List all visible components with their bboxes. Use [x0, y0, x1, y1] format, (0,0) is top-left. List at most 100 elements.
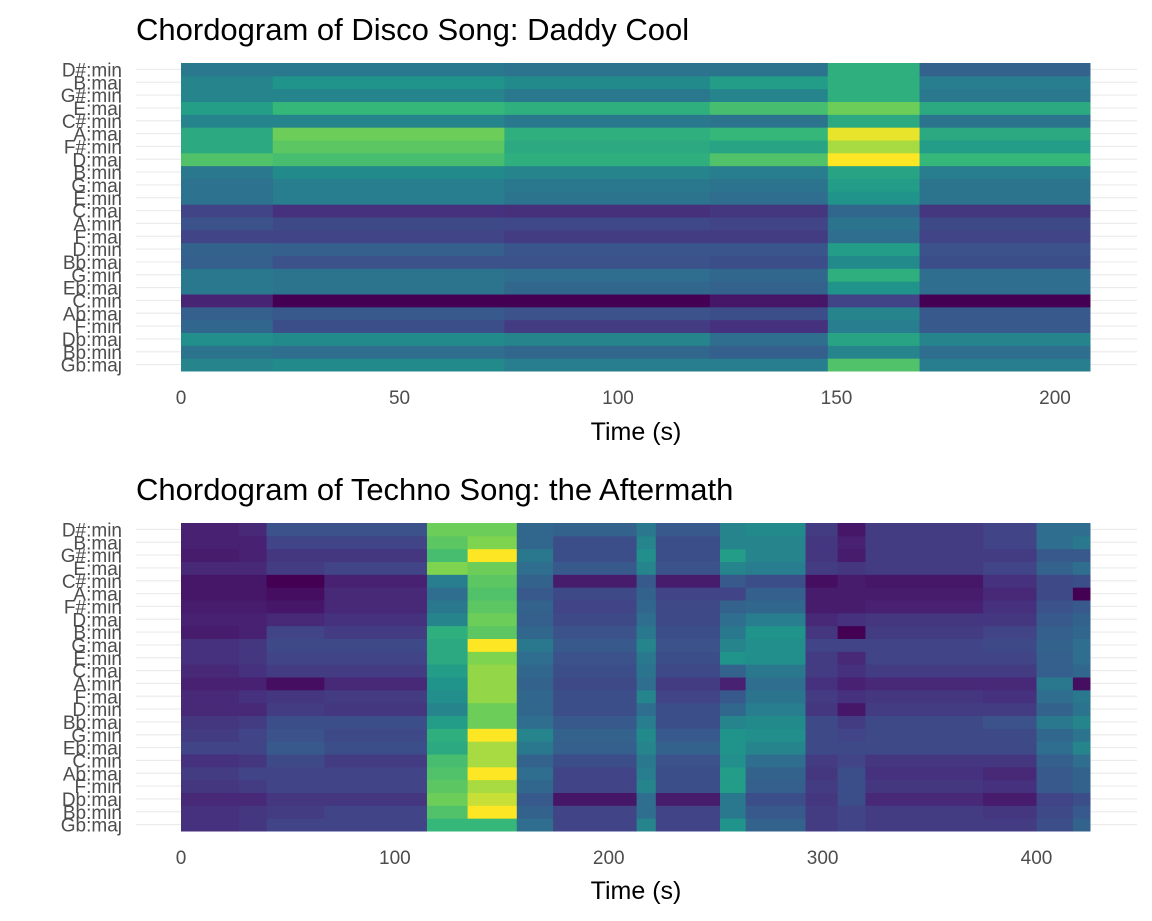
- heatmap-tile-seg4-d-min: [827, 242, 921, 256]
- x-tick-label-200: 200: [593, 848, 625, 869]
- heatmap-tile-seg1-c-min: [272, 294, 505, 308]
- heatmap-tile-seg1-b-maj: [238, 535, 268, 550]
- heatmap-tile-seg12-b-min: [805, 625, 839, 639]
- heatmap-tile-seg11-db-maj: [745, 792, 807, 806]
- heatmap-tile-seg3-bb-min: [324, 805, 428, 819]
- heatmap-tile-seg14-db-maj: [865, 792, 984, 806]
- heatmap-tile-seg0-db-maj: [181, 792, 240, 806]
- heatmap-tile-seg1-f-maj: [272, 229, 505, 244]
- y-tick-label-bb-min: Bb:min: [63, 343, 122, 364]
- heatmap-tile-seg15-b-maj: [983, 535, 1038, 550]
- heatmap-tile-seg0-c-min: [181, 754, 240, 768]
- y-tick-label-fsharp-min: F#:min: [64, 597, 122, 618]
- heatmap-tile-seg10-gb-maj: [719, 818, 747, 832]
- heatmap-tile-seg15-g-maj: [983, 638, 1038, 652]
- heatmap-tile-seg7-f-min: [553, 779, 638, 793]
- heatmap-tile-seg2-d-min: [504, 242, 711, 256]
- heatmap-tile-seg3-f-min: [324, 779, 428, 793]
- heatmap-tile-seg4-e-min: [426, 651, 469, 665]
- heatmap-tile-seg13-bb-min: [837, 805, 866, 819]
- heatmap-tile-seg13-csharp-min: [837, 574, 866, 588]
- heatmap-tile-seg3-gsharp-min: [324, 548, 428, 562]
- heatmap-tile-seg12-db-maj: [805, 792, 839, 806]
- heatmap-tile-seg11-gb-maj: [745, 818, 807, 832]
- heatmap-tile-seg16-c-maj: [1036, 664, 1074, 678]
- heatmap-tile-seg9-gb-maj: [655, 818, 721, 832]
- heatmap-tile-seg5-a-maj: [919, 127, 1091, 141]
- heatmap-tile-seg12-f-min: [805, 779, 839, 793]
- heatmap-tile-seg6-e-min: [516, 651, 554, 665]
- x-tick-label-150: 150: [821, 388, 853, 409]
- heatmap-tile-seg1-a-min: [238, 677, 268, 691]
- heatmap-tile-seg5-b-min: [919, 165, 1091, 179]
- heatmap-tile-seg2-e-min: [266, 651, 325, 665]
- heatmap-tile-seg7-bb-min: [553, 805, 638, 819]
- heatmap-tile-seg10-a-maj: [719, 587, 747, 601]
- heatmap-tile-seg11-d-min: [745, 702, 807, 716]
- heatmap-tile-seg4-f-min: [827, 319, 921, 333]
- heatmap-tile-seg12-bb-maj: [805, 715, 839, 729]
- heatmap-tile-seg10-d-maj: [719, 612, 747, 627]
- heatmap-tile-seg13-e-min: [837, 651, 866, 665]
- y-tick-label-c-maj: C:maj: [72, 202, 122, 223]
- heatmap-tile-seg7-bb-maj: [553, 715, 638, 729]
- y-axis-tick-labels: Gb:majBb:minDb:majF:minAb:majC:minEb:maj…: [61, 520, 122, 836]
- heatmap-tile-seg8-c-min: [636, 754, 657, 768]
- heatmap-tile-seg10-c-min: [719, 754, 747, 768]
- y-tick-label-b-min: B:min: [73, 163, 122, 184]
- heatmap-tile-seg3-e-min: [709, 191, 829, 205]
- heatmap-tile-seg4-e-min: [827, 191, 921, 205]
- heatmap-tile-seg16-b-min: [1036, 625, 1074, 639]
- heatmap-tile-seg1-ab-maj: [238, 766, 268, 781]
- heatmap-tile-seg13-a-maj: [837, 587, 866, 601]
- heatmap-tile-seg8-a-min: [636, 677, 657, 691]
- heatmap-tile-seg9-d-maj: [655, 612, 721, 627]
- heatmap-tile-seg12-csharp-min: [805, 574, 839, 588]
- heatmap-tile-seg5-a-min: [467, 677, 518, 691]
- heatmap-tile-seg15-ab-maj: [983, 766, 1038, 781]
- heatmap-tile-seg12-g-min: [805, 728, 839, 742]
- heatmap-tile-seg5-e-min: [467, 651, 518, 665]
- heatmap-tile-seg17-gsharp-min: [1072, 548, 1091, 562]
- heatmap-tile-seg4-csharp-min: [827, 114, 921, 128]
- heatmap-tile-seg7-d-min: [553, 702, 638, 716]
- heatmap-tile-seg17-f-maj: [1072, 689, 1091, 704]
- y-tick-label-a-maj: A:maj: [73, 125, 122, 146]
- y-tick-label-e-min: E:min: [73, 189, 122, 210]
- heatmap-tile-seg8-c-maj: [636, 664, 657, 678]
- heatmap-tile-seg8-dsharp-min: [636, 523, 657, 537]
- heatmap-tile-seg14-f-min: [865, 779, 984, 793]
- heatmap-tile-seg8-f-min: [636, 779, 657, 793]
- heatmap-tile-seg13-ab-maj: [837, 766, 866, 781]
- heatmap-tile-seg17-d-maj: [1072, 612, 1091, 627]
- heatmap-tile-seg13-d-min: [837, 702, 866, 716]
- heatmap-tile-seg7-e-min: [553, 651, 638, 665]
- heatmap-tile-seg5-gsharp-min: [919, 88, 1091, 102]
- heatmap-tile-seg15-f-maj: [983, 689, 1038, 704]
- heatmap-tile-seg9-c-min: [655, 754, 721, 768]
- heatmap-tile-seg1-e-min: [272, 191, 505, 205]
- heatmap-tile-seg13-g-min: [837, 728, 866, 742]
- heatmap-tile-seg17-b-min: [1072, 625, 1091, 639]
- chart-title: Chordogram of Disco Song: Daddy Cool: [136, 12, 689, 47]
- heatmap-tile-seg2-e-maj: [504, 101, 711, 115]
- heatmap-tile-seg7-dsharp-min: [553, 523, 638, 537]
- heatmap-tile-seg0-gb-maj: [181, 358, 274, 372]
- y-tick-label-e-min: E:min: [73, 649, 122, 670]
- heatmap-tile-seg4-b-min: [426, 625, 469, 639]
- heatmap-tile-seg2-db-maj: [504, 332, 711, 346]
- heatmap-tile-seg0-f-min: [181, 319, 274, 333]
- y-tick-label-db-maj: Db:maj: [62, 790, 122, 811]
- heatmap-tile-seg7-ab-maj: [553, 766, 638, 781]
- heatmap-tile-seg5-dsharp-min: [919, 63, 1091, 77]
- heatmap-tile-seg6-gsharp-min: [516, 548, 554, 562]
- heatmap-tile-seg0-d-maj: [181, 152, 274, 167]
- heatmap-tile-seg6-e-maj: [516, 561, 554, 575]
- heatmap-tile-seg17-gb-maj: [1072, 818, 1091, 832]
- heatmap-tile-seg6-d-min: [516, 702, 554, 716]
- heatmap-tile-seg2-f-maj: [266, 689, 325, 704]
- heatmap-tile-seg2-a-maj: [266, 587, 325, 601]
- y-tick-label-gb-maj: Gb:maj: [61, 356, 122, 377]
- heatmap-tile-seg9-eb-maj: [655, 741, 721, 755]
